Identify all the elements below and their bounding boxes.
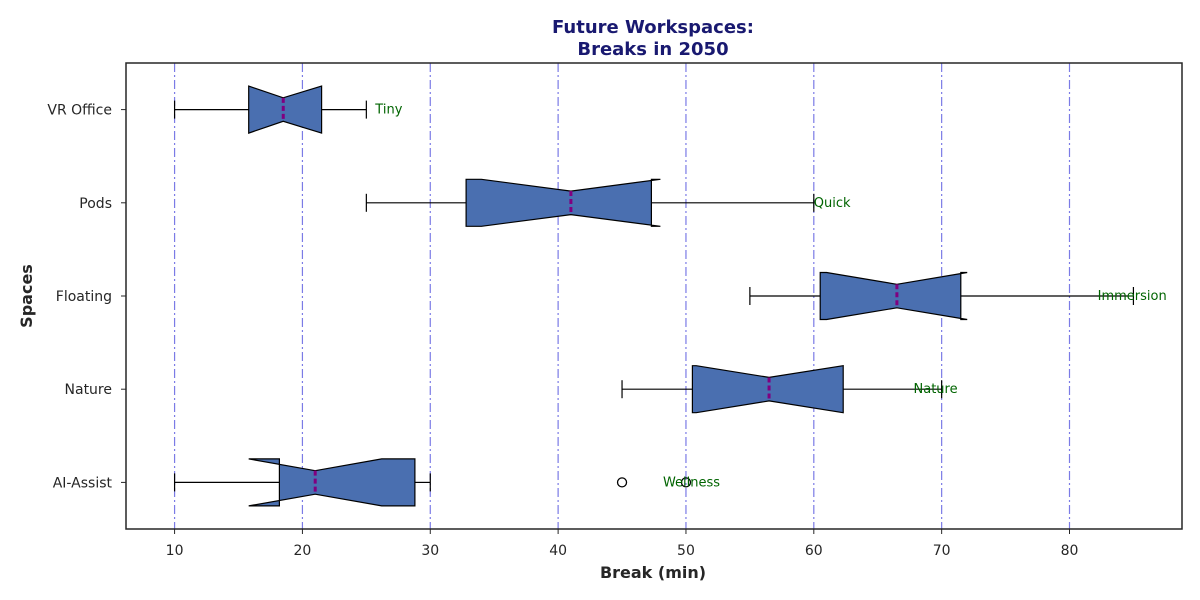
x-tick-label: 20 <box>294 543 312 559</box>
x-ticks: 10 20 30 40 50 60 70 80 <box>166 529 1079 559</box>
x-tick-label: 10 <box>166 543 184 559</box>
chart-title-line-1: Future Workspaces: <box>552 17 754 38</box>
box-group <box>173 458 692 507</box>
y-tick-label: Floating <box>56 289 112 305</box>
box-annotation: Immersion <box>1098 289 1167 304</box>
box-annotation: Nature <box>914 382 958 397</box>
annotations: Tiny Quick Immersion Nature Wellness <box>374 103 1166 491</box>
y-ticks: VR Office Pods Floating Nature AI-Assist <box>47 103 126 491</box>
box-annotation: Quick <box>814 196 851 211</box>
notched-box <box>465 178 661 227</box>
box-group <box>621 364 943 414</box>
box-group <box>749 271 1135 321</box>
y-axis-label: Spaces <box>17 264 36 328</box>
x-tick-label: 80 <box>1061 543 1079 559</box>
box-group <box>173 85 367 134</box>
chart-title-line-2: Breaks in 2050 <box>577 39 728 60</box>
y-tick-label: Pods <box>79 196 112 212</box>
notched-box <box>819 271 968 321</box>
box-annotation: Tiny <box>374 103 402 118</box>
x-tick-label: 70 <box>933 543 951 559</box>
box-group <box>365 178 815 227</box>
x-tick-label: 60 <box>805 543 823 559</box>
x-axis-label: Break (min) <box>600 563 706 582</box>
outlier-point <box>616 477 628 488</box>
y-tick-label: Nature <box>65 382 112 398</box>
notched-box <box>248 458 416 507</box>
boxes <box>173 85 1135 507</box>
box-annotation: Wellness <box>663 475 720 490</box>
notched-box <box>248 85 323 134</box>
x-tick-label: 50 <box>677 543 695 559</box>
outlier-point <box>680 477 692 488</box>
y-tick-label: VR Office <box>47 103 112 119</box>
x-tick-label: 30 <box>421 543 439 559</box>
x-tick-label: 40 <box>549 543 567 559</box>
y-tick-label: AI-Assist <box>53 475 113 491</box>
